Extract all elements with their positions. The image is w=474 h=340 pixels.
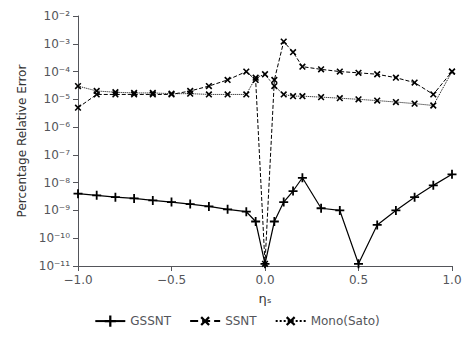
svg-text:10⁻⁵: 10⁻⁵ [44,92,71,106]
svg-text:10⁻⁴: 10⁻⁴ [44,65,71,79]
svg-text:10⁻⁹: 10⁻⁹ [44,203,71,217]
svg-text:0.0: 0.0 [255,273,274,287]
svg-text:0.5: 0.5 [349,273,368,287]
svg-text:10⁻²: 10⁻² [44,9,71,23]
svg-text:GSSNT: GSSNT [130,314,172,328]
svg-text:10⁻⁶: 10⁻⁶ [44,120,71,134]
svg-text:−0.5: −0.5 [157,273,186,287]
svg-text:10⁻¹⁰: 10⁻¹⁰ [39,231,70,245]
svg-text:10⁻¹¹: 10⁻¹¹ [39,259,70,273]
svg-text:Mono(Sato): Mono(Sato) [311,314,380,328]
svg-text:SSNT: SSNT [225,314,257,328]
svg-text:10⁻⁸: 10⁻⁸ [44,176,71,190]
svg-text:10⁻³: 10⁻³ [44,37,71,51]
svg-text:10⁻⁷: 10⁻⁷ [44,148,71,162]
svg-text:Percentage Relative Error: Percentage Relative Error [15,65,29,218]
svg-text:ηₛ: ηₛ [258,291,271,306]
svg-text:−1.0: −1.0 [63,273,92,287]
svg-text:1.0: 1.0 [442,273,461,287]
